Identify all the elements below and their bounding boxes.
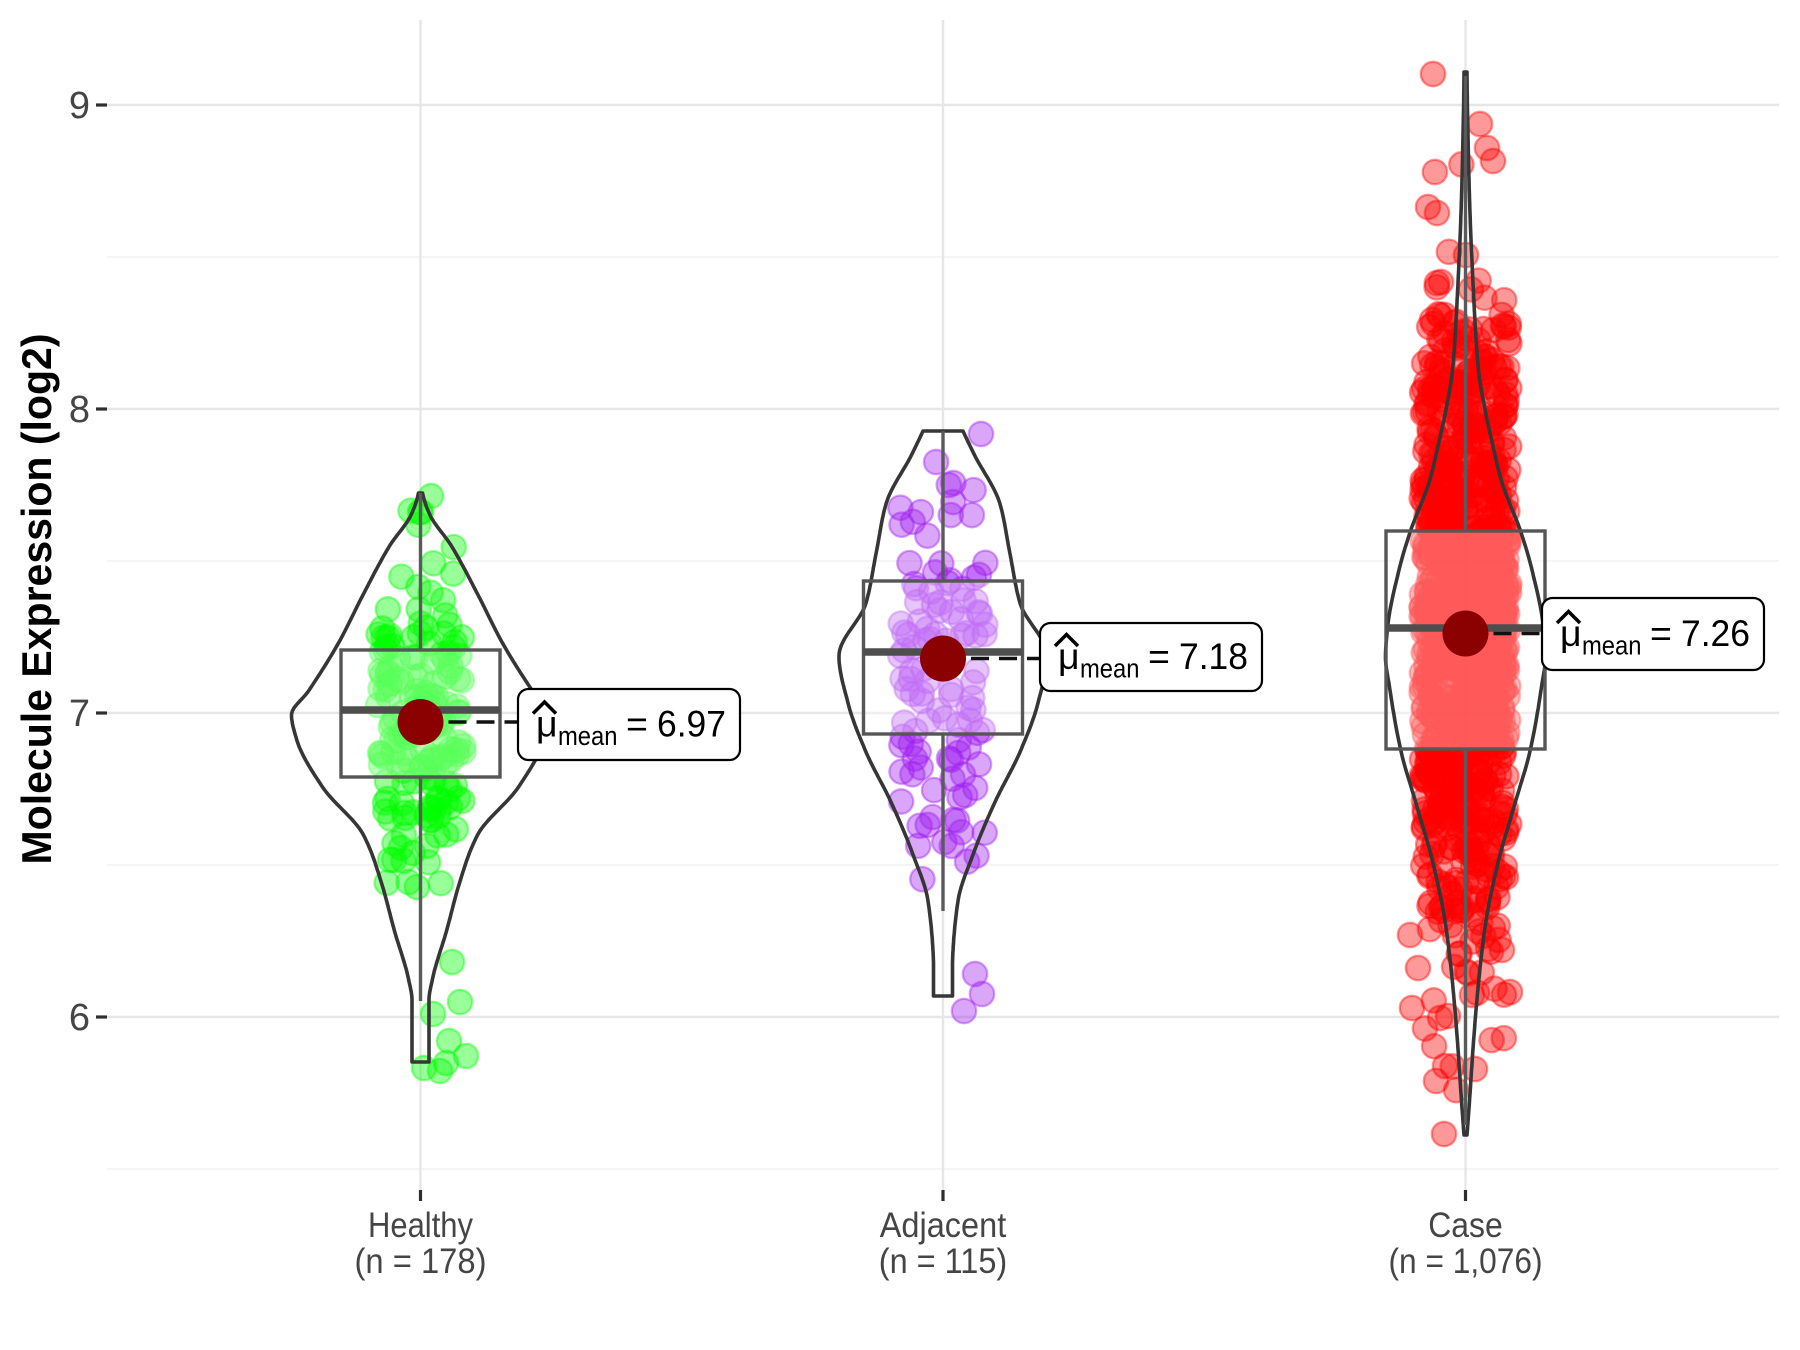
svg-text:7.18: 7.18 [1179,635,1248,677]
svg-text:6.97: 6.97 [657,703,726,745]
svg-text:7.26: 7.26 [1681,612,1750,654]
svg-text:(n = 178): (n = 178) [355,1242,487,1281]
svg-text:mean: mean [558,721,618,751]
svg-text:μ: μ [1058,635,1080,677]
svg-text:=: = [1650,612,1672,654]
svg-text:=: = [626,703,648,745]
svg-text:7: 7 [69,693,90,735]
svg-text:mean: mean [1582,631,1642,661]
svg-text:6: 6 [69,997,90,1039]
svg-text:μ: μ [1560,612,1582,654]
svg-text:mean: mean [1080,654,1140,684]
svg-text:9: 9 [69,85,90,127]
svg-text:(n = 115): (n = 115) [879,1242,1008,1281]
svg-text:(n = 1,076): (n = 1,076) [1389,1242,1543,1281]
svg-text:8: 8 [69,389,90,431]
svg-text:=: = [1148,635,1170,677]
svg-text:Healthy: Healthy [368,1206,473,1245]
svg-text:Molecule Expression (log2): Molecule Expression (log2) [13,334,60,865]
svg-text:μ: μ [536,703,558,745]
svg-text:Adjacent: Adjacent [880,1206,1007,1245]
svg-text:Case: Case [1428,1206,1503,1245]
